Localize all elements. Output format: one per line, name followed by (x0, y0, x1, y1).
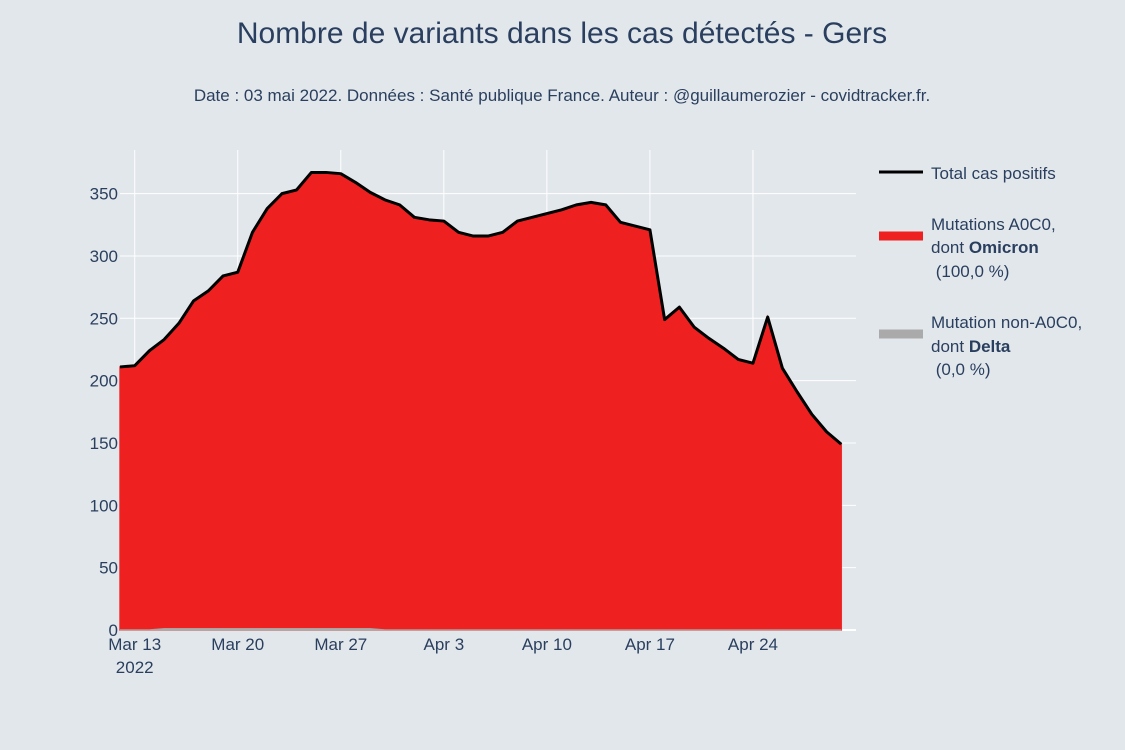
axis-tick-labels: 0 50 100 150 200 250 300 350 Mar 13 2022 Mar 20 Mar… (90, 185, 778, 677)
x-tick-label-4: Apr 10 (522, 635, 572, 654)
legend-label-delta-line3: (0,0 %) (931, 360, 991, 379)
legend-label-delta-line1: Mutation non-A0C0, (931, 313, 1082, 332)
legend-label-omicron-line2: dont Omicron (931, 238, 1039, 257)
y-tick-label-250: 250 (90, 309, 118, 328)
series-area-1 (119, 171, 843, 631)
plot-areas (119, 170, 843, 631)
legend-item-total[interactable]: Total cas positifs (879, 164, 1056, 183)
y-tick-label-50: 50 (99, 559, 118, 578)
chart-subtitle: Date : 03 mai 2022. Données : Santé publ… (194, 86, 930, 105)
legend-label-total: Total cas positifs (931, 164, 1056, 183)
legend-label-omicron-line3: (100,0 %) (931, 262, 1009, 281)
legend: Total cas positifs Mutations A0C0, dont … (879, 164, 1082, 379)
x-tick-label-6: Apr 24 (728, 635, 778, 654)
y-tick-label-350: 350 (90, 185, 118, 204)
x-tick-label-3: Apr 3 (424, 635, 465, 654)
y-tick-label-200: 200 (90, 372, 118, 391)
series-line-0 (119, 170, 843, 446)
x-tick-label-5: Apr 17 (625, 635, 675, 654)
y-tick-label-150: 150 (90, 434, 118, 453)
y-tick-label-300: 300 (90, 247, 118, 266)
legend-label-omicron-line1: Mutations A0C0, (931, 215, 1056, 234)
legend-item-omicron[interactable]: Mutations A0C0, dont Omicron (100,0 %) (879, 215, 1056, 281)
x-tick-label-2: Mar 27 (314, 635, 367, 654)
x-tick-label-1: Mar 20 (211, 635, 264, 654)
legend-item-delta[interactable]: Mutation non-A0C0, dont Delta (0,0 %) (879, 313, 1082, 379)
legend-label-delta-line2: dont Delta (931, 337, 1011, 356)
y-tick-label-0: 0 (109, 621, 118, 640)
series-area-2 (120, 628, 842, 631)
x-tick-sublabel-0: 2022 (116, 658, 154, 677)
chart-title: Nombre de variants dans les cas détectés… (237, 17, 887, 50)
y-tick-label-100: 100 (90, 496, 118, 515)
x-tick-label-0: Mar 13 (108, 635, 161, 654)
